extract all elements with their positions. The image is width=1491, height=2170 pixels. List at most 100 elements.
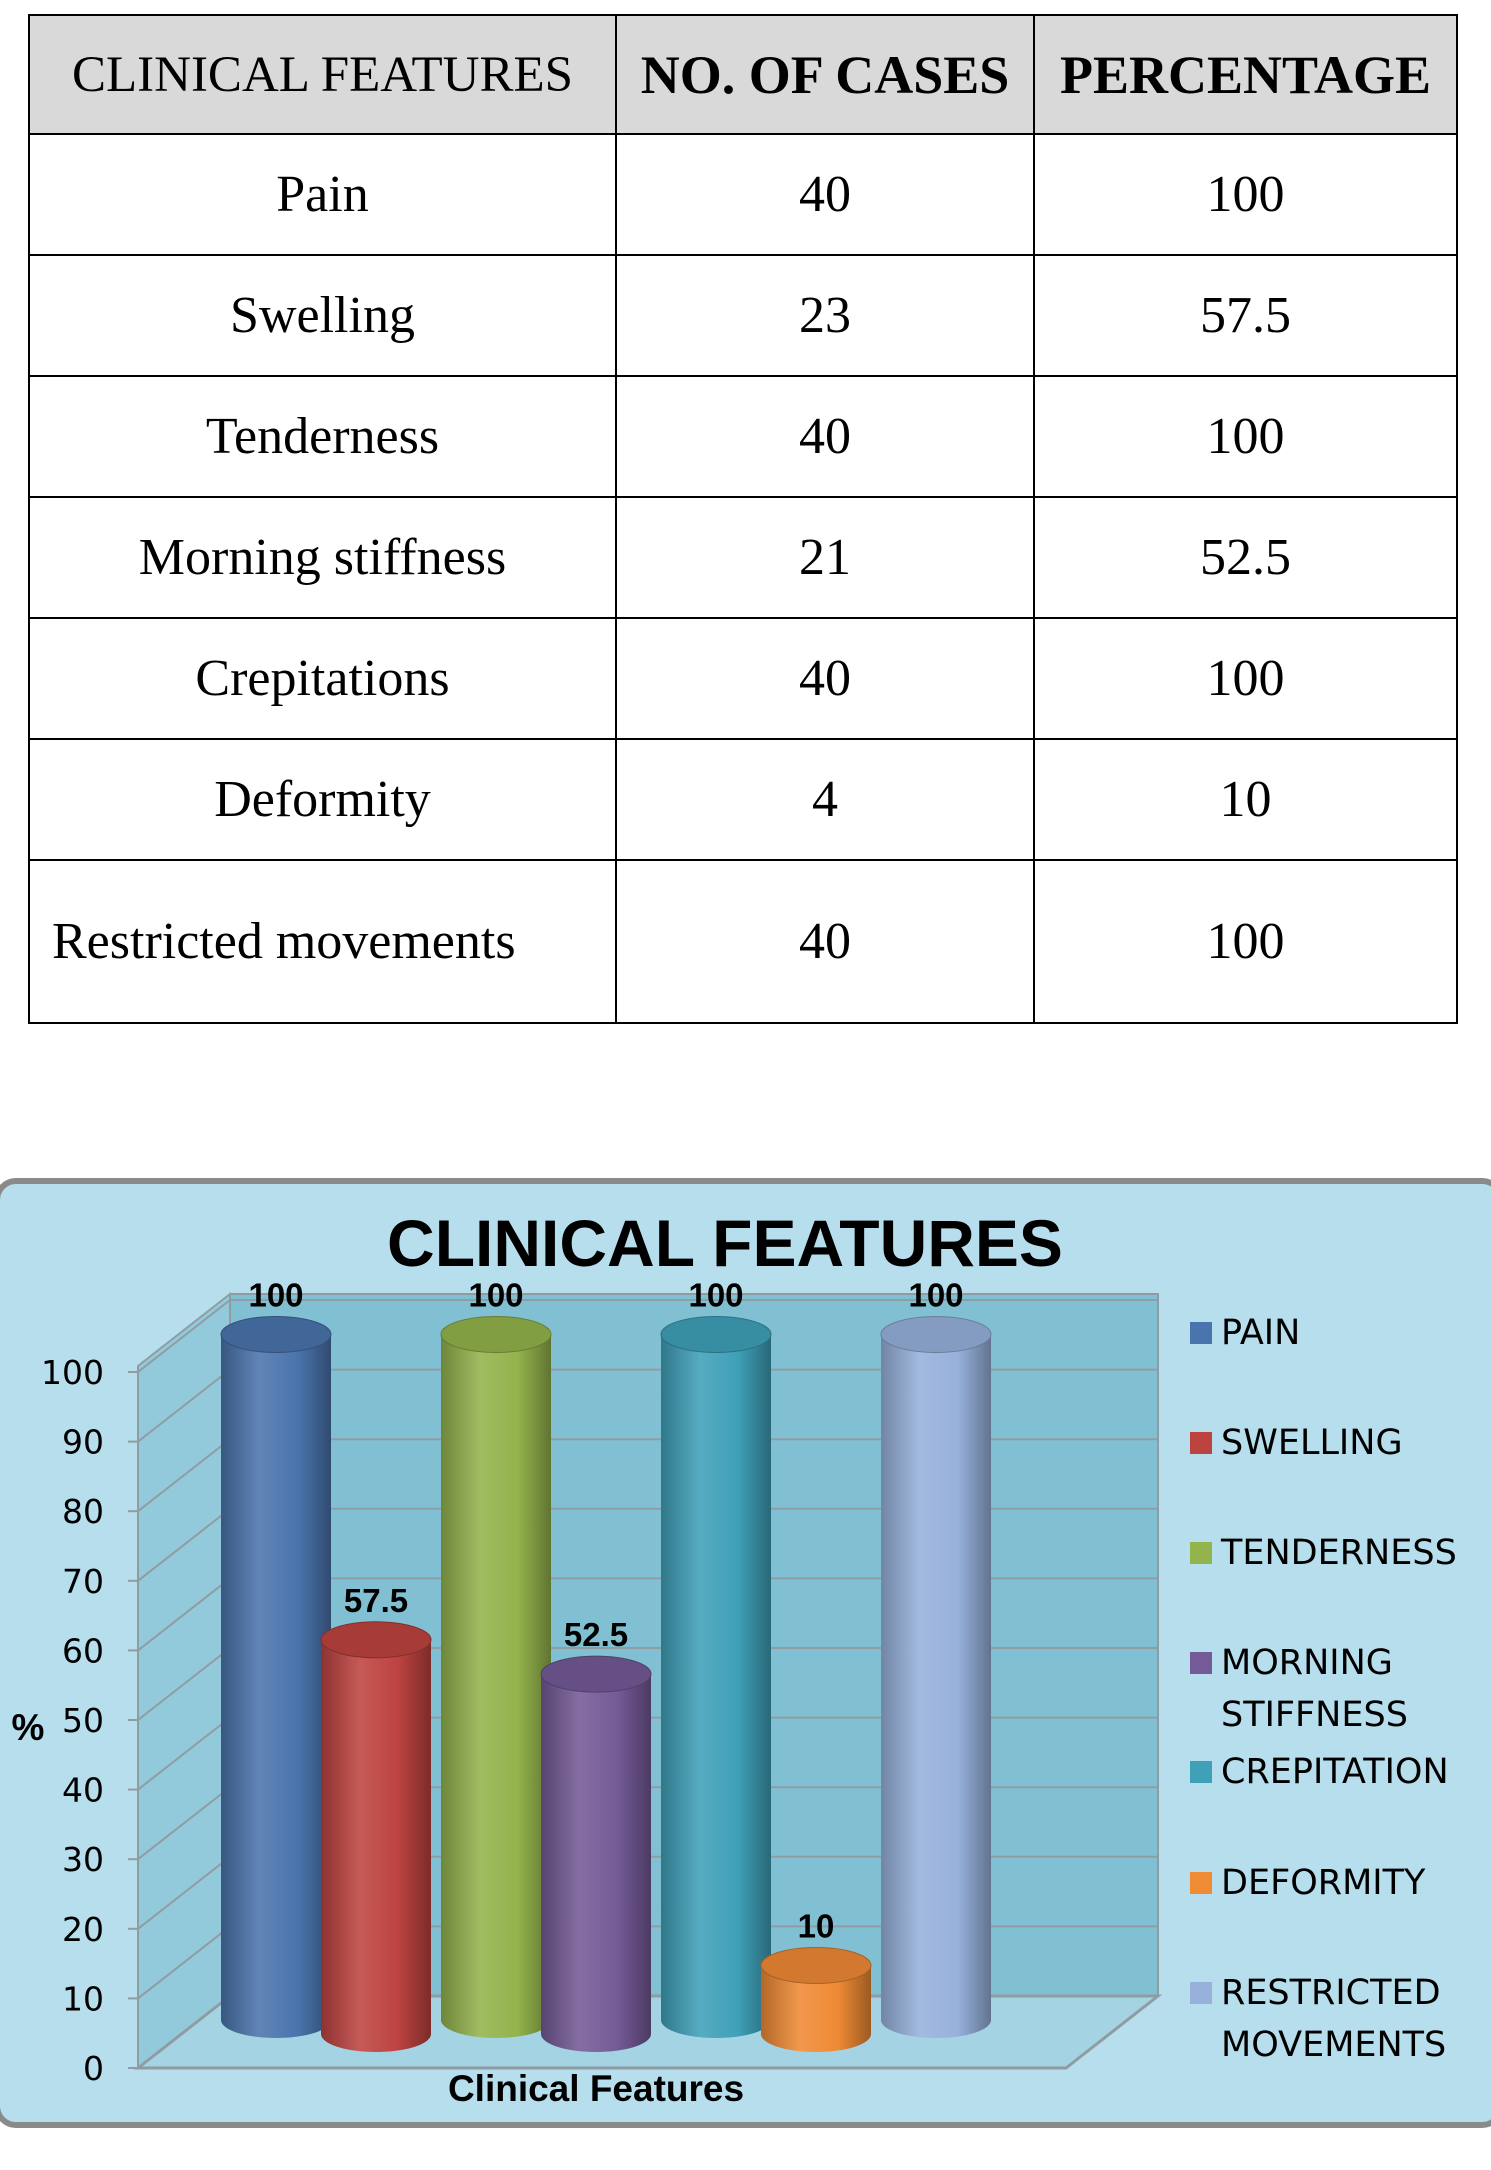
cases-cell: 4	[615, 738, 1035, 861]
cases-cell: 40	[615, 617, 1035, 740]
data-label: 100	[248, 1276, 303, 1313]
legend-label: PAIN	[1221, 1313, 1300, 1353]
bar-top	[220, 1315, 332, 1353]
bar-body	[661, 1334, 771, 2038]
bar-body	[441, 1334, 551, 2038]
legend-label: MORNING	[1221, 1643, 1393, 1683]
cases-cell: 40	[615, 133, 1035, 256]
bar-body	[761, 1965, 871, 2052]
feature-cell: Swelling	[28, 254, 617, 377]
cases-cell: 40	[615, 375, 1035, 498]
bar-crepitation	[660, 1315, 772, 2038]
table-row: Pain 40 100	[28, 133, 1458, 256]
legend-swatch	[1190, 1652, 1212, 1674]
legend-label: STIFFNESS	[1221, 1695, 1408, 1735]
clinical-features-table: CLINICAL FEATURES NO. OF CASES PERCENTAG…	[28, 14, 1458, 1024]
y-axis-ticks: 0 10 20 30 40 50 60 70 80 90 100	[41, 1353, 139, 2088]
bar-deformity	[760, 1946, 872, 2052]
table-row: Restricted movements 40 100	[28, 859, 1458, 1024]
y-tick-label: 70	[62, 1562, 104, 1601]
legend-item: PAIN	[1190, 1313, 1300, 1353]
data-label: 10	[798, 1907, 835, 1944]
feature-cell: Morning stiffness	[28, 496, 617, 619]
y-tick-label: 60	[62, 1631, 104, 1670]
bar-body	[881, 1334, 991, 2038]
legend-item: MORNING STIFFNESS	[1190, 1643, 1408, 1735]
cases-cell: 40	[615, 859, 1035, 1024]
legend-item: TENDERNESS	[1190, 1533, 1457, 1573]
percentage-cell: 57.5	[1033, 254, 1458, 377]
feature-cell: Pain	[28, 133, 617, 256]
cases-cell: 23	[615, 254, 1035, 377]
legend-label: RESTRICTED	[1221, 1973, 1441, 2013]
table-row: Tenderness 40 100	[28, 375, 1458, 498]
legend-item: SWELLING	[1190, 1423, 1403, 1463]
chart-bars	[220, 1315, 992, 2052]
bar-tenderness	[440, 1315, 552, 2038]
bar-body	[321, 1639, 431, 2052]
legend-swatch	[1190, 1542, 1212, 1564]
data-label: 100	[908, 1276, 963, 1313]
bar-top	[760, 1946, 872, 1984]
legend-label: MOVEMENTS	[1221, 2025, 1446, 2065]
bar-top	[320, 1621, 432, 1659]
legend-swatch	[1190, 1761, 1212, 1783]
legend-item: RESTRICTED MOVEMENTS	[1190, 1973, 1446, 2065]
chart-title: CLINICAL FEATURES	[387, 1206, 1063, 1280]
table-header-row: CLINICAL FEATURES NO. OF CASES PERCENTAG…	[28, 14, 1458, 135]
percentage-cell: 10	[1033, 738, 1458, 861]
y-tick-label: 90	[62, 1423, 104, 1462]
bar-restricted-movements	[880, 1315, 992, 2038]
legend-label: DEFORMITY	[1221, 1863, 1426, 1903]
legend-swatch	[1190, 1322, 1212, 1344]
bar-top	[540, 1655, 652, 1693]
y-tick-label: 80	[62, 1492, 104, 1531]
table-row: Crepitations 40 100	[28, 617, 1458, 740]
bar-body	[221, 1334, 331, 2038]
header-clinical-features: CLINICAL FEATURES	[28, 14, 617, 135]
percentage-cell: 100	[1033, 133, 1458, 256]
legend-swatch	[1190, 1982, 1212, 2004]
table-row: Morning stiffness 21 52.5	[28, 496, 1458, 619]
table-row: Swelling 23 57.5	[28, 254, 1458, 377]
y-tick-label: 0	[83, 2049, 104, 2088]
bar-morning-stiffness	[540, 1655, 652, 2052]
percentage-cell: 52.5	[1033, 496, 1458, 619]
header-no-of-cases: NO. OF CASES	[615, 14, 1035, 135]
bar-pain	[220, 1315, 332, 2038]
feature-cell: Crepitations	[28, 617, 617, 740]
bar-top	[880, 1315, 992, 1353]
y-tick-label: 10	[62, 1979, 104, 2018]
legend-label: CREPITATION	[1221, 1752, 1449, 1792]
legend-swatch	[1190, 1432, 1212, 1454]
percentage-cell: 100	[1033, 859, 1458, 1024]
y-tick-label: 100	[41, 1353, 104, 1392]
bar-top	[440, 1315, 552, 1353]
feature-cell: Restricted movements	[28, 859, 617, 1024]
side-wall	[137, 1291, 231, 2071]
x-axis-title: Clinical Features	[448, 2068, 744, 2109]
table-row: Deformity 4 10	[28, 738, 1458, 861]
data-labels: 100 57.5 100 52.5 100 10 100	[248, 1276, 963, 1944]
y-tick-label: 50	[62, 1701, 104, 1740]
data-label: 100	[688, 1276, 743, 1313]
bar-top	[660, 1315, 772, 1353]
cases-cell: 21	[615, 496, 1035, 619]
percentage-cell: 100	[1033, 375, 1458, 498]
feature-cell: Tenderness	[28, 375, 617, 498]
percentage-cell: 100	[1033, 617, 1458, 740]
chart-legend: PAIN SWELLING TENDERNESS MORNING STIFFNESS CR…	[1190, 1313, 1457, 2065]
legend-label: TENDERNESS	[1220, 1533, 1457, 1573]
bar-swelling	[320, 1621, 432, 2052]
legend-label: SWELLING	[1221, 1423, 1403, 1463]
data-label: 52.5	[564, 1616, 628, 1653]
legend-item: CREPITATION	[1190, 1752, 1449, 1792]
legend-swatch	[1190, 1872, 1212, 1894]
y-tick-label: 30	[62, 1840, 104, 1879]
y-axis-title: %	[12, 1707, 45, 1748]
y-tick-label: 20	[62, 1910, 104, 1949]
bar-body	[541, 1674, 651, 2052]
data-label: 100	[468, 1276, 523, 1313]
data-label: 57.5	[344, 1582, 408, 1619]
